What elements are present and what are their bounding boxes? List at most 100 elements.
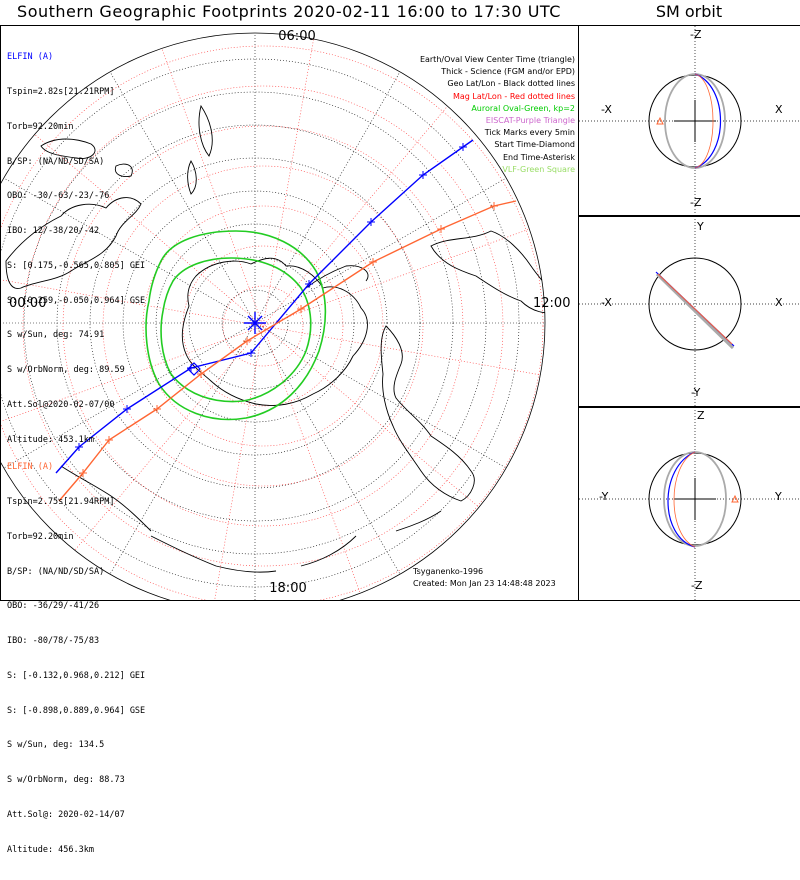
elfin-a-line: OBO: -30/-63/-23/-76 (7, 191, 110, 202)
footprint-map: 06:00 00:00 12:00 18:00 (0, 29, 570, 614)
sm-panel-yz: Z -Z -Y Y (578, 406, 800, 601)
sm-panel-xy: Y -Y -X X (578, 215, 800, 408)
sm-plot-xz (579, 26, 800, 216)
elfin-b-track-tick (105, 436, 113, 444)
legend-item: Earth/Oval View Center Time (triangle) (419, 55, 575, 64)
footprint-map-panel: 06:00 00:00 12:00 18:00 ELFIN (A) Tspin=… (0, 25, 579, 855)
elfin-b-line: S: [-0.898,0.889,0.964] GSE (7, 705, 146, 716)
auroral-oval (145, 230, 327, 421)
misc-coast (60, 465, 442, 573)
hour-label-bottom: 18:00 (269, 581, 306, 596)
elfin-a-track-tick (123, 405, 131, 413)
elfin-b-track-tick (490, 202, 498, 210)
start-diamond (187, 362, 201, 376)
auroral-oval-outer (145, 230, 327, 421)
sm-axis-label: Y (775, 490, 782, 503)
elfin-b-line: IBO: -80/78/-75/83 (7, 636, 100, 647)
elfin-b-line: S w/OrbNorm, deg: 88.73 (7, 775, 125, 786)
elfin-a-track-tick (75, 443, 83, 451)
south-america-coast (380, 325, 475, 502)
hour-label-top: 06:00 (278, 29, 315, 44)
elfin-a-line: Altitude: 453.1km (7, 434, 94, 445)
elfin-a-line: B/SP: (NA/ND/SD/SA) (7, 156, 105, 167)
elfin-a-track-tick (459, 143, 467, 151)
elfin-a-line: S w/Sun, deg: 74.91 (7, 330, 105, 341)
legend-item: VLF-Green Square (502, 164, 575, 174)
elfin-a-track-tick (305, 280, 313, 288)
page-title: Southern Geographic Footprints 2020-02-1… (17, 2, 561, 21)
peninsula-coast (305, 265, 369, 289)
sm-axis-label: -Y (691, 386, 701, 399)
elfin-b-track-tick (297, 305, 305, 313)
legend-item: Mag Lat/Lon - Red dotted lines (452, 91, 575, 101)
sm-axis-label: -X (601, 103, 612, 116)
mag-lon-grid (0, 33, 545, 613)
legend-item: Thick - Science (FGM and/or EPD) (441, 67, 575, 77)
legend-item: EISCAT-Purple Triangle (485, 116, 575, 126)
elfin-a-line: Att.Sol@2020-02-07/00 (7, 400, 115, 410)
elfin-a-line: Tspin=2.82s[21.21RPM] (7, 86, 115, 97)
elfin-b-info: ELFIN (A) Tspin=2.75s[21.94RPM] Torb=92.… (7, 439, 145, 880)
elfin-a-line: S w/OrbNorm, deg: 89.59 (7, 365, 125, 376)
elfin-b-line: Tspin=2.75s[21.94RPM] (7, 496, 115, 507)
elfin-b-header: ELFIN (A) (7, 462, 54, 473)
sm-axis-label: -X (601, 296, 612, 309)
elfin-b-line: Altitude: 456.3km (7, 844, 94, 855)
sm-axis-label: Z (697, 409, 705, 422)
elfin-a-header: ELFIN (A) (7, 52, 54, 63)
elfin-a-line: S: [0.175,-0.565,0.805] GEI (7, 260, 146, 271)
sm-axis-label: -Z (691, 579, 703, 592)
elfin-a-track-tick (247, 349, 255, 357)
elfin-b-track-tick (79, 469, 87, 477)
elfin-b-line: S: [-0.132,0.968,0.212] GEI (7, 670, 146, 681)
sm-axis-label: -Z (690, 196, 702, 209)
elfin-a-line: IBO: 12/-38/20/-42 (7, 226, 100, 237)
hour-label-left: 00:00 (9, 296, 46, 311)
mag-lon-line (210, 33, 316, 613)
elfin-b-track-tick (437, 225, 445, 233)
sm-plot-xy (579, 216, 800, 407)
credit-text: Tsyganenko-1996 (413, 567, 484, 576)
created-text: Created: Mon Jan 23 14:48:48 2023 (413, 579, 556, 588)
elfin-a-info: ELFIN (A) Tspin=2.82s[21.21RPM] Torb=92.… (7, 29, 145, 470)
center-asterisk (244, 312, 266, 334)
hour-label-right: 12:00 (533, 296, 570, 311)
indonesia-coast (40, 138, 133, 177)
legend-item: End Time-Asterisk (502, 152, 575, 162)
newzealand-coast (187, 104, 213, 195)
mag-lon-line (0, 223, 545, 429)
australia-coast (5, 197, 142, 289)
elfin-a-line: Torb=92.20min (7, 121, 74, 132)
coastlines (5, 104, 545, 573)
elfin-b-track-tick (197, 370, 205, 378)
sm-orbit-title: SM orbit (655, 2, 723, 21)
sm-panel-xz: -Z -Z -X X (578, 25, 800, 217)
map-legend: Earth/Oval View Center Time (triangle) T… (420, 54, 575, 176)
sm-axis-label: -Z (690, 28, 702, 41)
sm-axis-label: X (775, 103, 783, 116)
antarctica-coast (181, 257, 368, 406)
elfin-a-track-tick (367, 218, 375, 226)
legend-item: Auroral Oval-Green, kp=2 (471, 103, 575, 113)
elfin-b-track-tick (243, 337, 251, 345)
elfin-a-line: S: [0.259,-0.050,0.964] GSE (7, 295, 146, 306)
elfin-b-line: B/SP: (NA/ND/SD/SA) (7, 566, 105, 577)
elfin-b-line: Att.Sol@: 2020-02-14/07 (7, 810, 125, 820)
africa-coast (430, 230, 545, 314)
auroral-oval-inner (160, 257, 312, 403)
mag-lon-line (160, 43, 366, 609)
sm-plot-yz (579, 407, 800, 600)
elfin-b-track-tick (153, 405, 161, 413)
sm-axis-label: -Y (599, 490, 609, 503)
elfin-b-line: OBO: -36/29/-41/26 (7, 601, 100, 612)
mag-lat-grid (0, 45, 544, 607)
sm-axis-label: X (775, 296, 783, 309)
legend-item: Tick Marks every 5min (484, 128, 575, 138)
elfin-b-line: S w/Sun, deg: 134.5 (7, 740, 105, 751)
elfin-b-line: Torb=92.20min (7, 531, 74, 542)
legend-item: Start Time-Diamond (494, 140, 575, 150)
elfin-b-track-tick (369, 258, 377, 266)
sm-axis-label: Y (697, 220, 704, 233)
legend-item: Geo Lat/Lon - Black dotted lines (447, 79, 575, 89)
elfin-a-track-tick (419, 171, 427, 179)
